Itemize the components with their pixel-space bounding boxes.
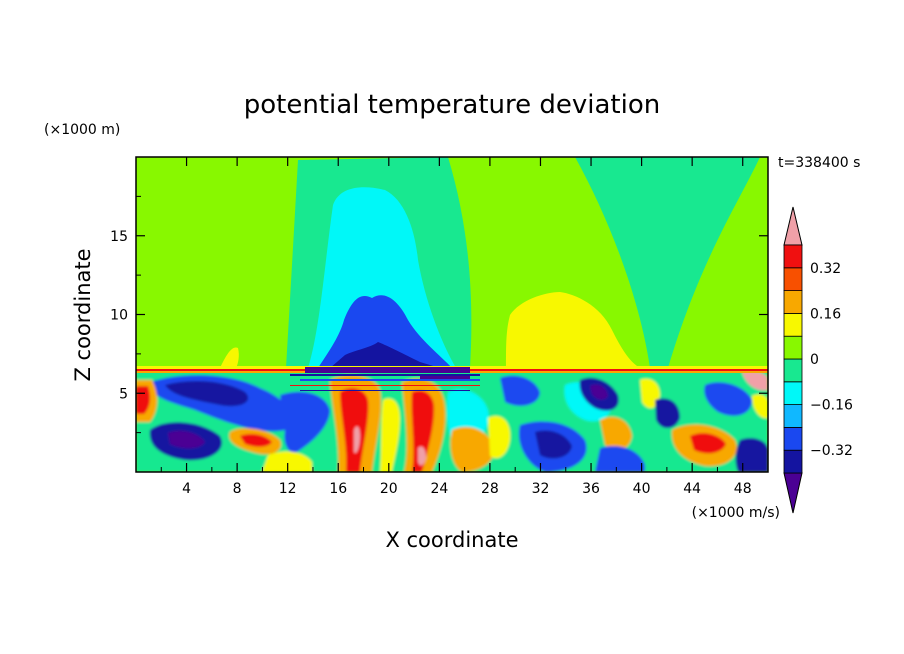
colorbar-box-9: [783, 244, 803, 269]
y-tick-label-2: 15: [110, 229, 128, 245]
region-8: [165, 380, 249, 407]
band-8: [300, 390, 470, 391]
time-label: t=338400 s: [778, 155, 860, 171]
x-tick-label-3: 16: [329, 481, 347, 497]
x-axis-label: X coordinate: [385, 528, 518, 552]
band-3: [305, 367, 470, 373]
region-34: [595, 445, 645, 472]
region-38: [690, 433, 726, 454]
band-4: [290, 374, 480, 376]
colorbar-box-3: [783, 381, 803, 405]
region-42: [752, 394, 768, 419]
x-tick-label-9: 40: [633, 481, 651, 497]
plot-area: [136, 157, 768, 472]
colorbar-arrow-top: [783, 206, 803, 246]
x-tick-label-10: 44: [683, 481, 701, 497]
x-tick-label-1: 8: [233, 481, 242, 497]
colorbar-arrow-bottom: [783, 472, 803, 514]
x-tick-label-2: 12: [279, 481, 297, 497]
region-36: [655, 398, 680, 429]
lower-layer: [136, 370, 768, 472]
colorbar-label-0: 0.32: [810, 261, 841, 277]
region-1: [575, 157, 760, 368]
region-41: [742, 371, 768, 391]
x-tick-label-7: 32: [532, 481, 550, 497]
band-7: [290, 385, 480, 386]
colorbar-box-0: [783, 449, 803, 474]
colorbar-box-4: [783, 358, 803, 383]
x-tick-label-6: 28: [481, 481, 499, 497]
region-40: [735, 438, 768, 472]
region-16: [262, 451, 312, 472]
colorbar-box-8: [783, 267, 803, 291]
colorbar-label-3: −0.16: [810, 398, 853, 414]
band-6: [420, 376, 470, 379]
x-unit-label: (×1000 m/s): [692, 505, 780, 521]
region-27: [500, 375, 540, 406]
region-3: [318, 295, 452, 368]
region-25: [450, 426, 495, 472]
colorbar-box-2: [783, 404, 803, 428]
region-29: [535, 430, 572, 459]
region-20: [380, 398, 400, 472]
region-12: [240, 434, 272, 447]
region-19: [354, 426, 360, 454]
y-axis-label: Z coordinate: [71, 248, 95, 381]
region-35: [640, 378, 660, 409]
band-5: [300, 379, 480, 381]
x-tick-label-8: 36: [582, 481, 600, 497]
region-33: [600, 416, 632, 451]
x-tick-label-11: 48: [734, 481, 752, 497]
y-tick-label-0: 5: [119, 386, 128, 402]
x-tick-label-4: 20: [380, 481, 398, 497]
x-axis: 4 8 12 16 20 24 28 32 36 40 44 48: [160, 157, 752, 497]
y-axis: 5 10 15: [110, 195, 768, 434]
region-39: [704, 382, 752, 416]
x-tick-label-0: 4: [182, 481, 191, 497]
colorbar-label-2: 0: [810, 352, 819, 368]
colorbar: 0.32 0.16 0 −0.16 −0.32: [783, 206, 853, 514]
region-5: [506, 292, 640, 368]
region-15: [280, 391, 330, 453]
colorbar-label-4: −0.32: [810, 443, 853, 459]
colorbar-box-1: [783, 426, 803, 451]
x-tick-label-5: 24: [430, 481, 448, 497]
y-unit-label: (×1000 m): [44, 122, 120, 138]
colorbar-label-1: 0.16: [810, 306, 841, 322]
colorbar-box-5: [783, 335, 803, 360]
region-26: [488, 416, 511, 459]
region-23: [418, 446, 426, 466]
region-32: [590, 384, 608, 400]
chart-title: potential temperature deviation: [244, 90, 660, 120]
region-6: [220, 347, 239, 368]
region-22: [411, 390, 435, 472]
region-10: [168, 430, 205, 449]
colorbar-box-7: [783, 290, 803, 314]
region-4: [330, 342, 440, 368]
colorbar-box-6: [783, 312, 803, 337]
y-tick-label-1: 10: [110, 308, 128, 324]
